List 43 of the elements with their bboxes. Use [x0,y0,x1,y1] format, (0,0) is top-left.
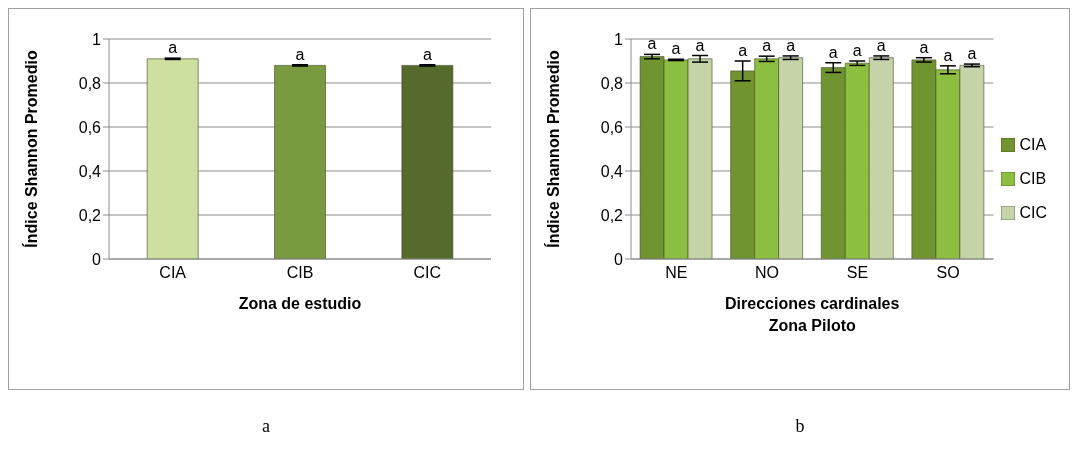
data-label: a [762,37,772,55]
data-label: a [852,42,862,59]
x-tick-label: NO [754,264,779,282]
legend-label: CIA [1019,136,1047,154]
y-tick-label: 0,8 [78,74,102,92]
data-label: a [671,40,681,58]
data-label: a [695,36,705,54]
y-axis-title: Índice Shannon Promedio [21,50,40,248]
x-tick-label: SO [936,264,960,282]
x-axis-title: Direcciones cardinales Zona Piloto [725,295,900,334]
data-label: a [828,43,838,61]
y-tick-label: 0,2 [78,206,102,224]
data-label: a [647,35,657,53]
y-tick-label: 0,6 [600,118,624,136]
x-tick-label: SE [846,264,869,282]
x-tick-label: NE [665,264,688,282]
y-tick-label: 1 [614,30,624,48]
data-label: a [943,46,953,64]
x-tick-label: CIA [159,264,187,282]
data-label: a [967,45,977,63]
data-label: a [738,42,748,59]
text: a [261,416,271,437]
y-tick-label: 1 [92,30,102,48]
text: b [794,416,806,437]
y-axis-title: Índice Shannon Promedio [543,50,562,248]
data-label: a [876,36,886,54]
legend-label: CIB [1019,170,1047,188]
data-label: a [168,39,178,57]
y-tick-label: 0,6 [78,118,102,136]
data-label: a [422,45,432,63]
data-label: a [786,36,796,54]
y-tick-label: 0 [92,250,102,268]
y-tick-label: 0,2 [600,206,624,224]
y-tick-label: 0,4 [78,162,102,180]
y-tick-label: 0 [614,250,624,268]
x-tick-label: CIC [413,264,442,282]
y-tick-label: 0,8 [600,74,624,92]
data-label: a [919,38,929,56]
x-tick-label: CIB [286,264,314,282]
data-label: a [295,45,305,63]
legend-label: CIC [1019,204,1047,222]
y-tick-label: 0,4 [600,162,624,180]
x-axis-title: Zona de estudio [238,295,362,312]
